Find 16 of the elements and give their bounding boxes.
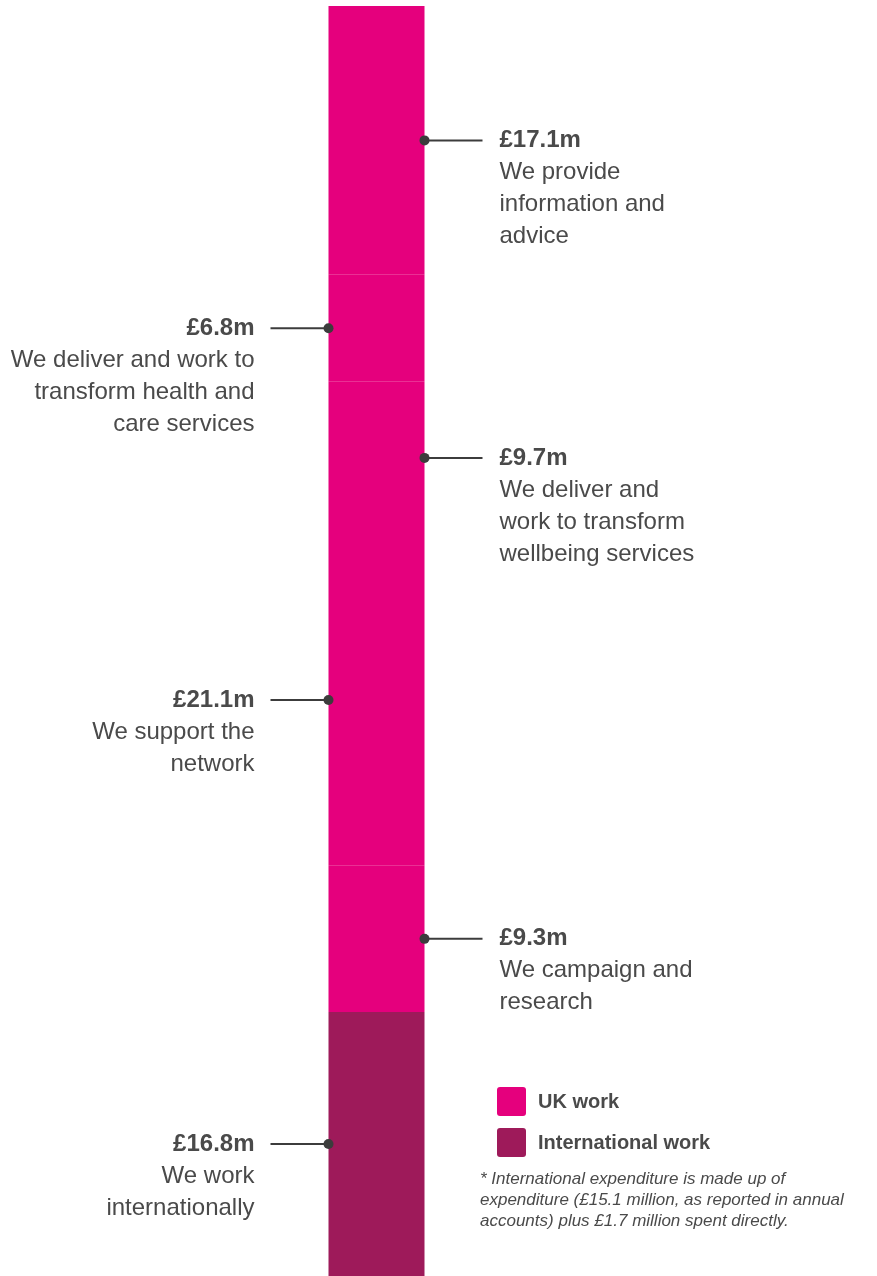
text: We campaign and research <box>499 955 693 1015</box>
text: We deliver and work to transform health and care services <box>10 344 255 436</box>
bar <box>328 1011 425 1276</box>
data-label: £9.7m <box>499 442 568 470</box>
data-label: £17.1m <box>499 125 581 153</box>
text: International work <box>538 1131 711 1154</box>
data-label: £9.3m <box>499 923 568 951</box>
text: We deliver and work to transform wellbeing services <box>498 474 695 566</box>
data-label: £16.8m <box>173 1128 255 1156</box>
data-label: £6.8m <box>186 312 255 340</box>
text: We work internationally <box>106 1160 256 1220</box>
text: We support the network <box>92 716 256 776</box>
text: UK work <box>538 1090 620 1113</box>
text: We provide information and advice <box>499 157 665 249</box>
text: * International expenditure is made up of expenditure (£15.1 million, as reported in annual accounts) plus £1.7 million spent directly. <box>480 1168 845 1231</box>
data-label: £21.1m <box>173 684 255 712</box>
